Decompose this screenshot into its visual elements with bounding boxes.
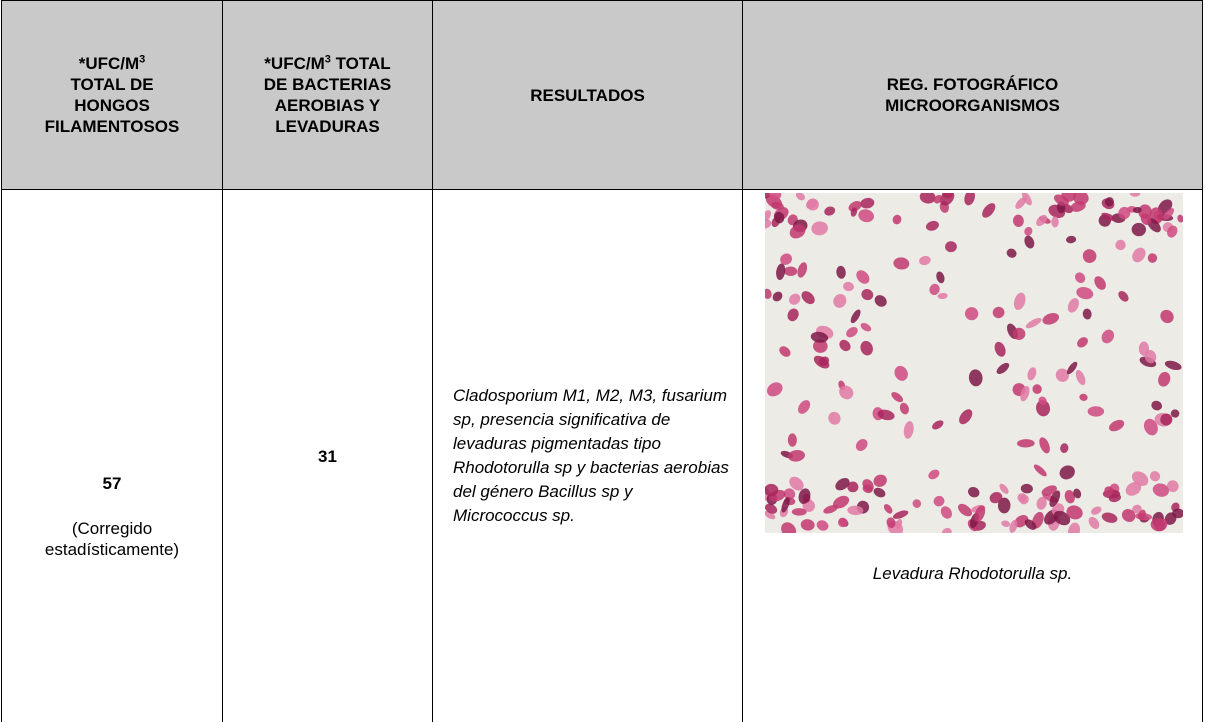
bacteria-count: 31 — [224, 446, 431, 467]
header-text: RESULTADOS — [530, 86, 645, 105]
photo-caption: Levadura Rhodotorulla sp. — [743, 563, 1202, 584]
header-text: TOTAL DE HONGOS FILAMENTOSOS — [45, 75, 180, 136]
superscript: 3 — [325, 53, 331, 65]
data-row: 57 (Corregido estadísticamente) 31 Clados… — [2, 190, 1203, 722]
header-cell: REG. FOTOGRÁFICO MICROORGANISMOS — [743, 1, 1203, 190]
bacteria-cell: 31 — [223, 190, 433, 722]
fungi-count: 57 — [38, 473, 186, 494]
photo-cell: Levadura Rhodotorulla sp. — [743, 190, 1203, 722]
cell-blob — [1051, 216, 1058, 227]
fungi-cell: 57 (Corregido estadísticamente) — [2, 190, 223, 722]
header-text: REG. FOTOGRÁFICO MICROORGANISMOS — [885, 75, 1060, 115]
fungi-note: (Corregido estadísticamente) — [38, 518, 186, 560]
results-cell: Cladosporium M1, M2, M3, fusarium sp, pr… — [433, 190, 743, 722]
header-text: *UFC/M — [79, 54, 139, 73]
header-text: *UFC/M — [264, 54, 324, 73]
superscript: 3 — [139, 53, 145, 65]
results-text: Cladosporium M1, M2, M3, fusarium sp, pr… — [453, 386, 729, 525]
header-cell: RESULTADOS — [433, 1, 743, 190]
header-cell: *UFC/M3 TOTAL DE BACTERIAS AEROBIAS Y LE… — [223, 1, 433, 190]
header-cell: *UFC/M3 TOTAL DE HONGOS FILAMENTOSOS — [2, 1, 223, 190]
micrograph — [765, 193, 1183, 533]
